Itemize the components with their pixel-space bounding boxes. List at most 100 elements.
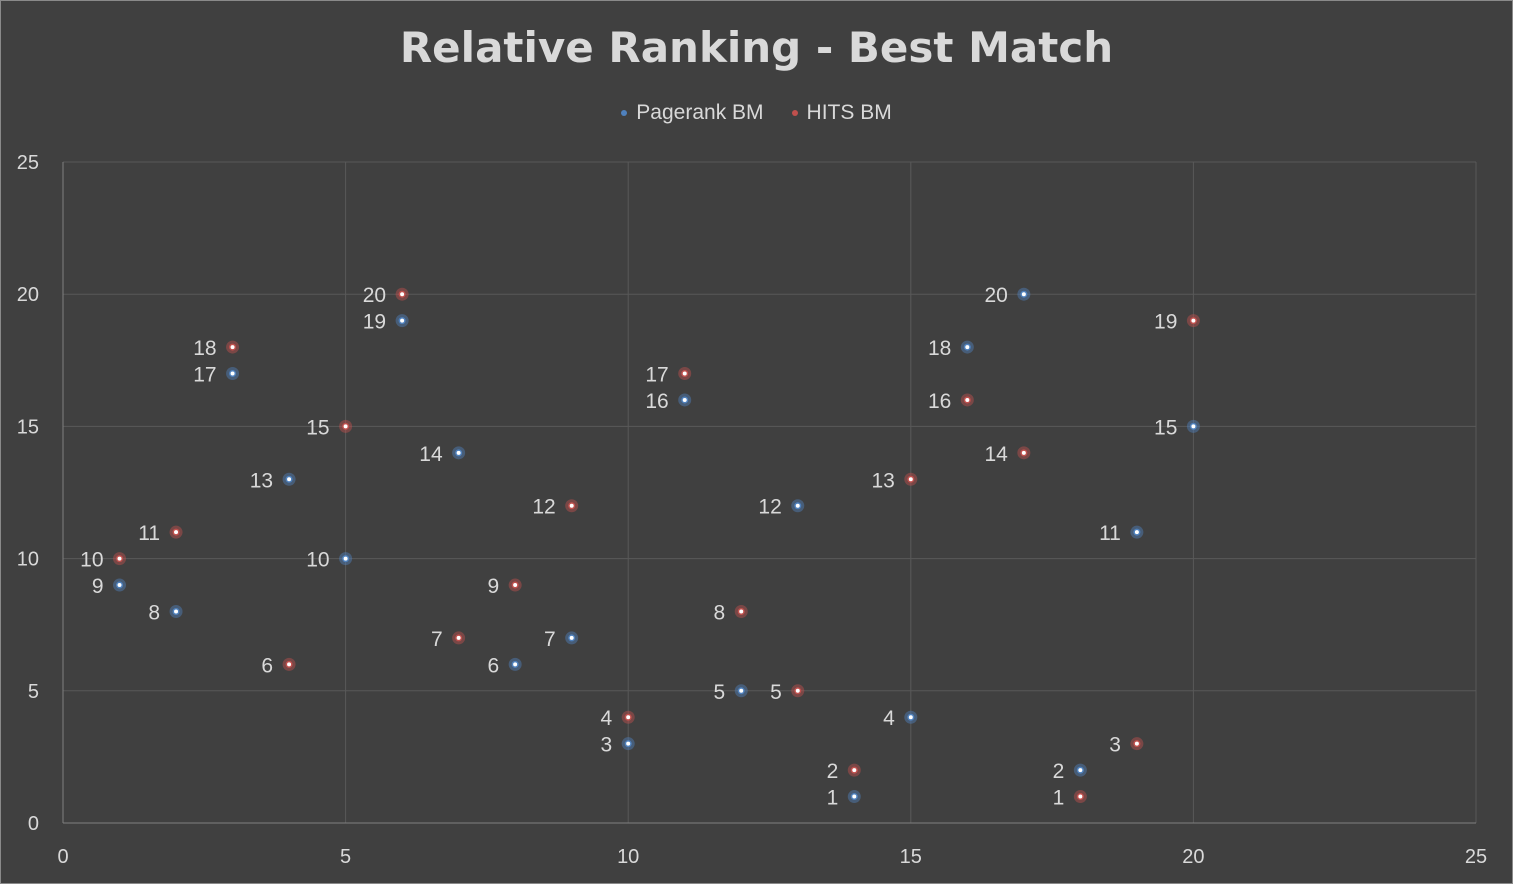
data-label: 15	[1154, 416, 1177, 439]
x-tick-label: 5	[340, 846, 351, 868]
data-label: 7	[544, 628, 556, 651]
point-highlight	[456, 635, 461, 640]
y-tick-label: 5	[28, 681, 39, 703]
data-label: 15	[306, 416, 329, 439]
x-tick-label: 20	[1182, 846, 1204, 868]
data-label: 19	[363, 311, 386, 334]
data-label: 2	[827, 760, 839, 783]
x-tick-label: 15	[900, 846, 922, 868]
data-label: 13	[250, 469, 273, 492]
data-label: 14	[419, 443, 443, 466]
data-label: 1	[827, 787, 839, 810]
data-label: 9	[92, 575, 104, 598]
data-label: 13	[871, 469, 894, 492]
data-label: 12	[532, 496, 555, 519]
data-label: 7	[431, 628, 443, 651]
point-highlight	[1021, 450, 1026, 455]
point-highlight	[230, 371, 235, 376]
data-label: 6	[261, 654, 273, 677]
data-label: 4	[601, 707, 613, 730]
data-label: 14	[984, 443, 1008, 466]
data-label: 10	[80, 549, 103, 572]
data-label: 6	[487, 654, 499, 677]
point-highlight	[287, 477, 292, 482]
data-label: 18	[193, 337, 216, 360]
point-highlight	[626, 715, 631, 720]
point-highlight	[1191, 318, 1196, 323]
data-label: 3	[601, 734, 613, 757]
point-highlight	[400, 292, 405, 297]
point-highlight	[682, 371, 687, 376]
x-tick-label: 0	[57, 846, 68, 868]
point-highlight	[1078, 794, 1083, 799]
legend-item-pagerank[interactable]: Pagerank BM	[621, 101, 764, 125]
legend-label-pagerank: Pagerank BM	[636, 101, 764, 124]
x-tick-label: 10	[617, 846, 639, 868]
y-tick-label: 10	[17, 549, 39, 571]
x-tick-label: 25	[1465, 846, 1487, 868]
point-highlight	[1134, 530, 1139, 535]
point-highlight	[174, 530, 179, 535]
data-label: 18	[928, 337, 951, 360]
point-highlight	[682, 397, 687, 402]
data-label: 16	[928, 390, 951, 413]
data-label: 17	[645, 364, 668, 387]
point-highlight	[230, 345, 235, 350]
point-highlight	[965, 397, 970, 402]
data-label: 10	[306, 549, 329, 572]
data-label: 20	[984, 284, 1007, 307]
point-highlight	[174, 609, 179, 614]
point-highlight	[287, 662, 292, 667]
data-label: 8	[148, 601, 160, 624]
data-label: 3	[1109, 734, 1121, 757]
y-tick-label: 15	[17, 416, 39, 438]
data-label: 19	[1154, 311, 1177, 334]
point-highlight	[795, 688, 800, 693]
data-label: 2	[1053, 760, 1065, 783]
point-highlight	[1134, 741, 1139, 746]
y-tick-label: 25	[17, 152, 39, 174]
point-highlight	[1191, 424, 1196, 429]
point-highlight	[965, 345, 970, 350]
point-highlight	[852, 768, 857, 773]
legend-item-hits[interactable]: HITS BM	[791, 101, 892, 125]
data-label: 17	[193, 364, 216, 387]
point-highlight	[117, 556, 122, 561]
point-highlight	[739, 688, 744, 693]
data-label: 5	[714, 681, 726, 704]
point-highlight	[569, 635, 574, 640]
point-highlight	[343, 424, 348, 429]
data-label: 5	[770, 681, 782, 704]
point-highlight	[513, 583, 518, 588]
data-label: 11	[138, 522, 160, 545]
data-label: 12	[758, 496, 781, 519]
data-label: 1	[1053, 787, 1065, 810]
point-highlight	[908, 715, 913, 720]
data-label: 4	[883, 707, 895, 730]
point-highlight	[852, 794, 857, 799]
point-highlight	[908, 477, 913, 482]
legend: Pagerank BM HITS BM	[1, 101, 1512, 125]
legend-label-hits: HITS BM	[806, 101, 892, 124]
y-tick-label: 0	[28, 813, 39, 835]
data-label: 20	[363, 284, 386, 307]
point-highlight	[1021, 292, 1026, 297]
data-label: 8	[714, 601, 726, 624]
point-highlight	[795, 503, 800, 508]
data-label: 9	[487, 575, 499, 598]
chart-title: Relative Ranking - Best Match	[399, 23, 1114, 72]
data-label: 11	[1099, 522, 1121, 545]
point-highlight	[400, 318, 405, 323]
point-highlight	[569, 503, 574, 508]
point-highlight	[117, 583, 122, 588]
y-tick-label: 20	[17, 284, 39, 306]
point-highlight	[1078, 768, 1083, 773]
point-highlight	[456, 450, 461, 455]
legend-marker-pagerank	[621, 110, 628, 116]
point-highlight	[739, 609, 744, 614]
point-highlight	[343, 556, 348, 561]
